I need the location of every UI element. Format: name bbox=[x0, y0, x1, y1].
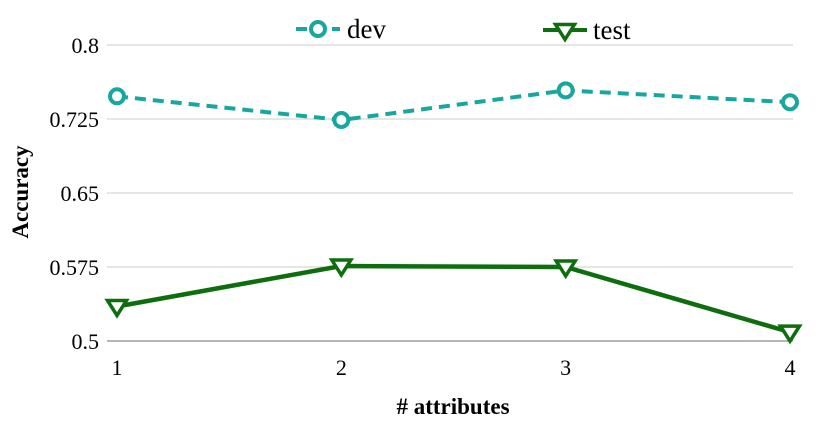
dev-marker-x1 bbox=[108, 87, 126, 106]
series-layer bbox=[104, 81, 803, 345]
x-tick-label: 4 bbox=[785, 355, 796, 380]
x-axis-tick-labels: 1 2 3 4 bbox=[112, 355, 796, 380]
x-tick-label: 1 bbox=[112, 355, 123, 380]
test-marker-x4 bbox=[777, 324, 803, 345]
y-tick-label: 0.5 bbox=[72, 329, 100, 354]
x-axis-title: # attributes bbox=[396, 394, 509, 419]
test-marker-x3 bbox=[552, 259, 579, 280]
test-series-line bbox=[116, 263, 791, 335]
y-tick-label: 0.725 bbox=[50, 107, 100, 132]
y-axis-tick-labels: 0.8 0.725 0.65 0.575 0.5 bbox=[50, 33, 100, 354]
legend-item-test: test bbox=[543, 15, 631, 45]
legend-label-dev: dev bbox=[347, 14, 386, 44]
legend: dev test bbox=[296, 14, 631, 45]
y-axis-title: Accuracy bbox=[8, 145, 33, 239]
y-tick-label: 0.8 bbox=[72, 33, 100, 58]
x-tick-label: 3 bbox=[560, 355, 571, 380]
test-marker-x1 bbox=[104, 298, 130, 319]
dev-series-line bbox=[116, 88, 791, 123]
legend-label-test: test bbox=[593, 15, 631, 45]
legend-item-dev: dev bbox=[296, 14, 386, 44]
y-tick-label: 0.575 bbox=[50, 255, 100, 280]
dev-legend-circle-marker-icon bbox=[309, 20, 327, 38]
gridlines bbox=[107, 44, 793, 342]
test-marker-x2 bbox=[328, 258, 355, 279]
dev-marker-x3 bbox=[556, 81, 575, 100]
y-tick-label: 0.65 bbox=[61, 181, 100, 206]
x-tick-label: 2 bbox=[336, 355, 347, 380]
test-legend-triangle-marker-icon bbox=[552, 22, 578, 43]
dev-marker-x2 bbox=[332, 110, 351, 129]
dev-marker-x4 bbox=[781, 93, 799, 112]
